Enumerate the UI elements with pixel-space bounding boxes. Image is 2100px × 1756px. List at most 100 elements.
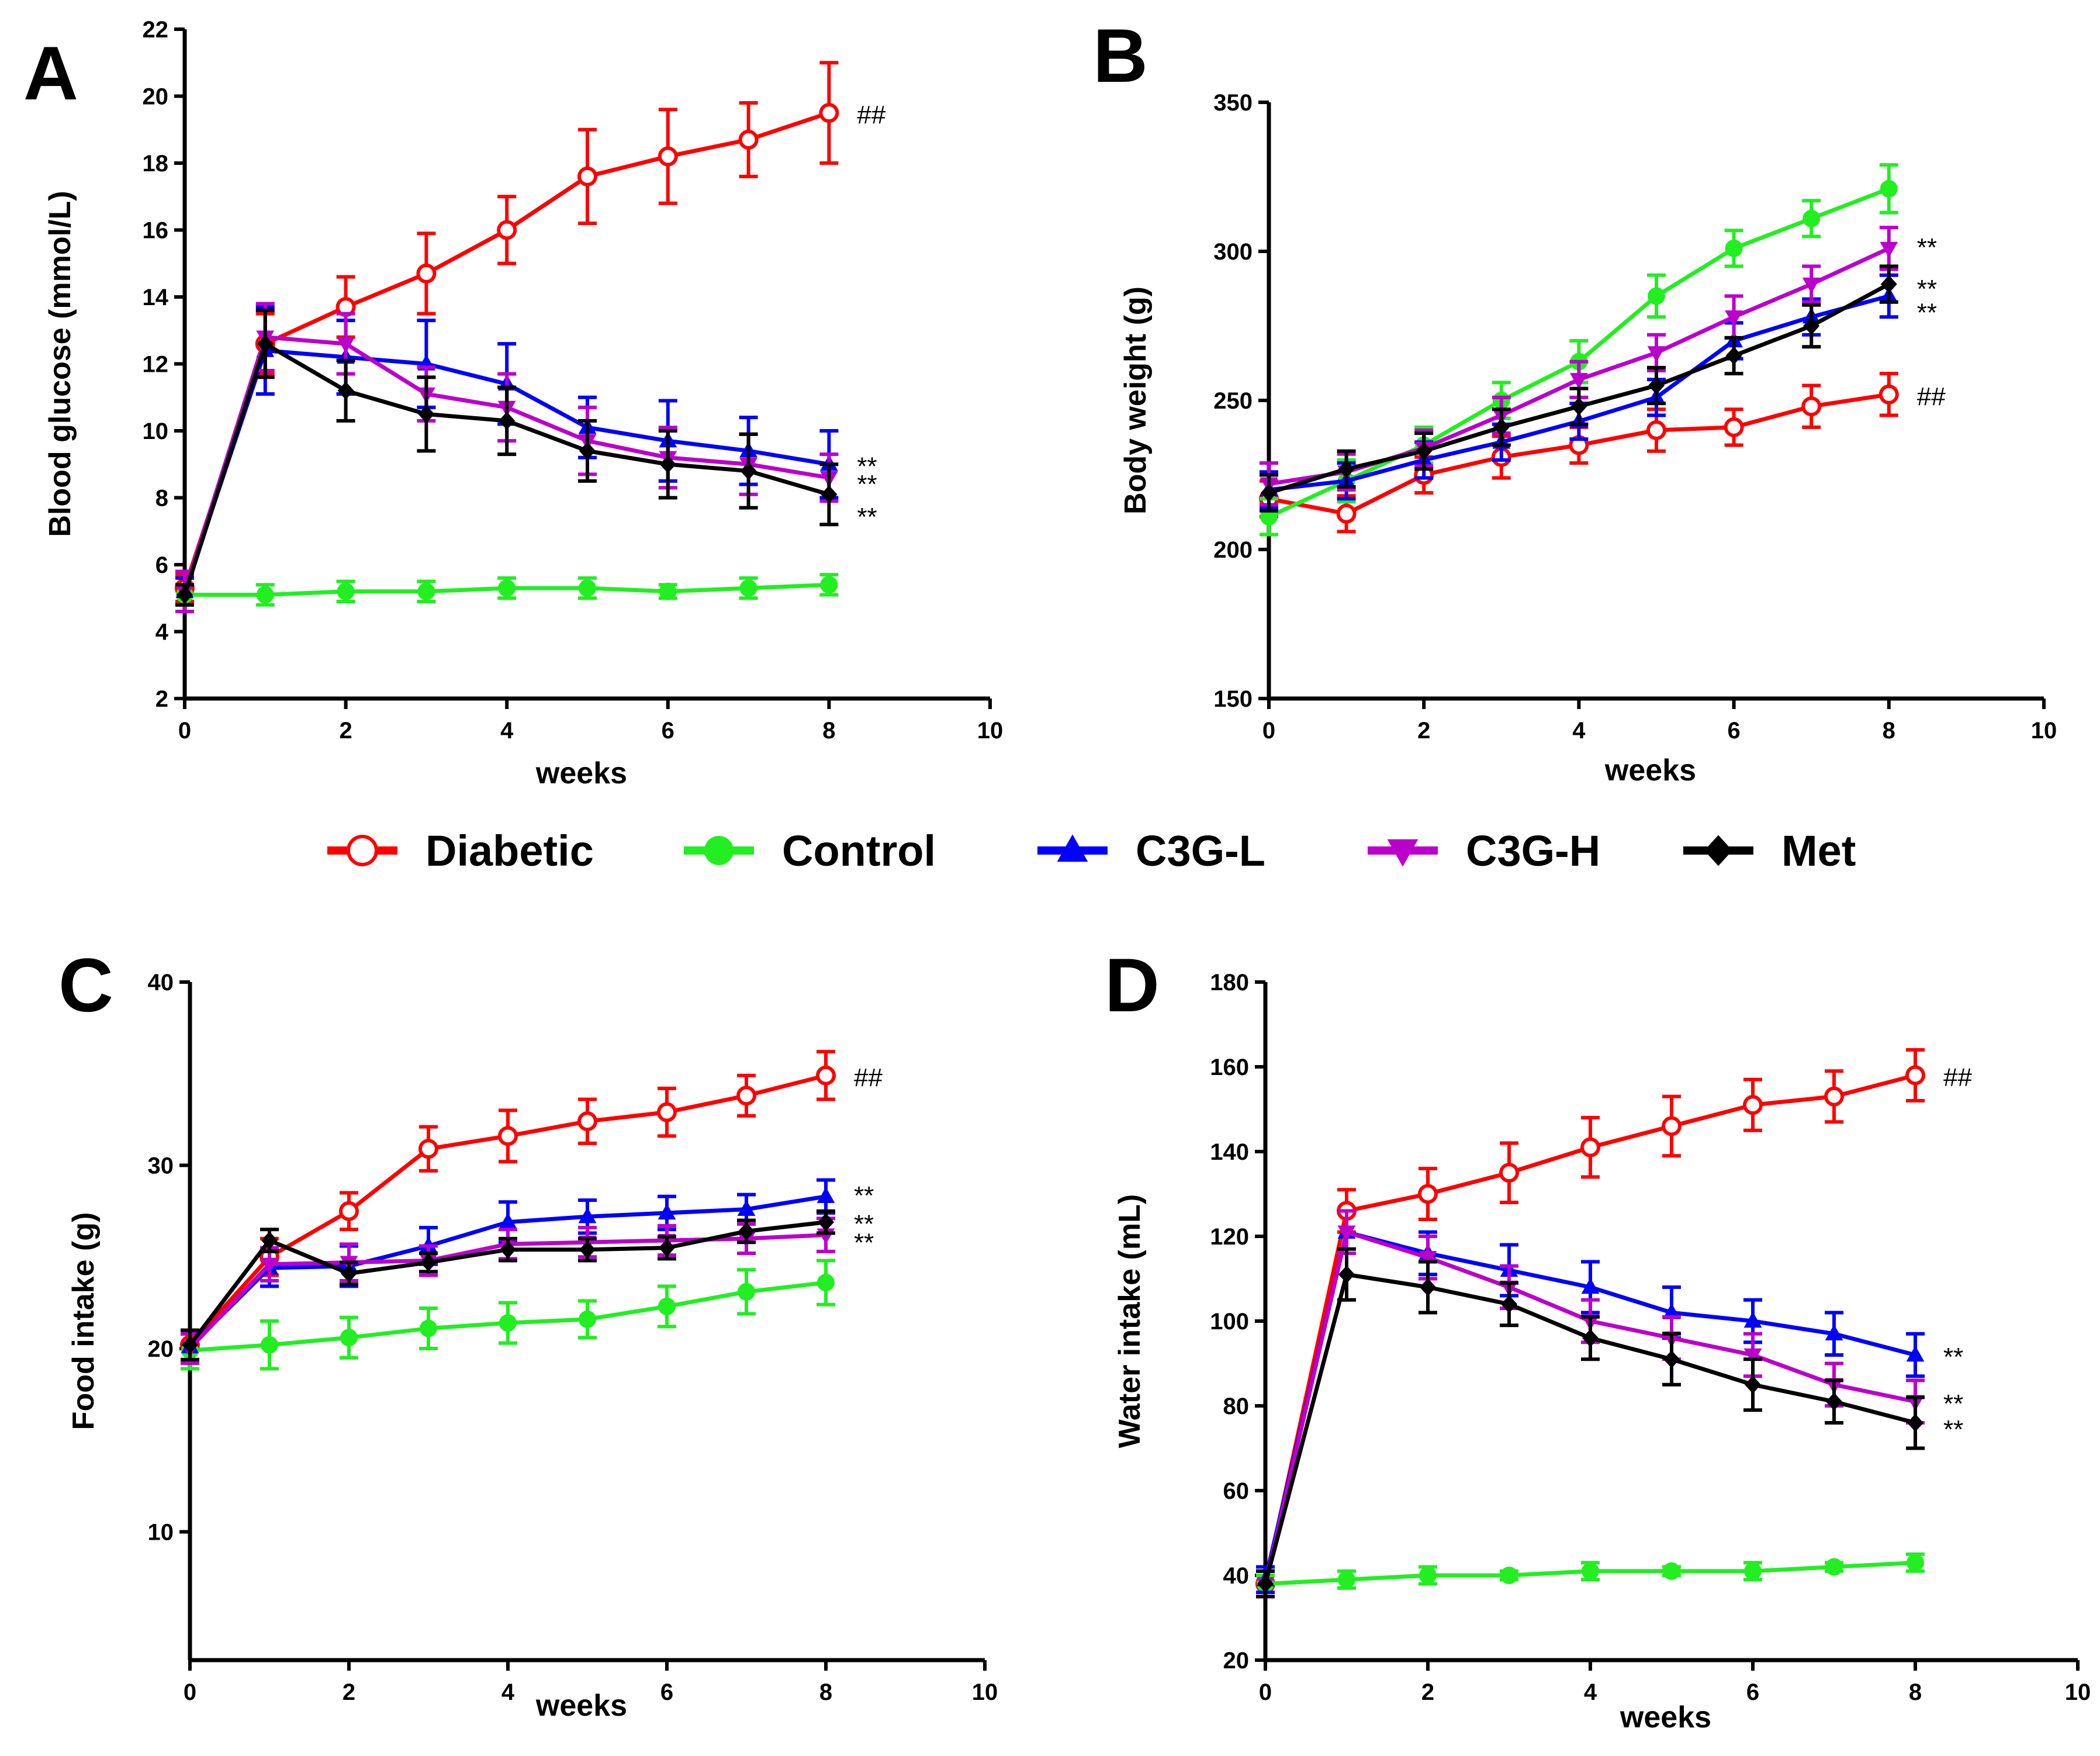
data-point xyxy=(1907,1413,1923,1432)
series-control xyxy=(181,1259,835,1371)
legend-item-c3g-l: C3G-L xyxy=(1037,827,1265,875)
data-point xyxy=(1581,1277,1600,1294)
x-tick-label: 6 xyxy=(1746,1679,1759,1705)
y-tick-label: 10 xyxy=(143,419,169,444)
y-tick-label: 40 xyxy=(148,970,174,995)
data-point xyxy=(1570,397,1587,416)
x-tick-label: 2 xyxy=(1421,1679,1434,1705)
y-tick-label: 16 xyxy=(143,218,169,244)
data-point xyxy=(817,1187,835,1204)
data-point xyxy=(1663,1562,1680,1580)
data-point xyxy=(659,1239,675,1257)
data-point xyxy=(337,582,355,600)
panel-c: C 10 20 30 40 0 2 4 6 8 10 weeks Food intake (g) ## **… xyxy=(58,942,998,1723)
significance-label: ** xyxy=(857,503,877,531)
data-point xyxy=(578,1207,597,1223)
significance-label: ## xyxy=(1917,382,1946,411)
data-point xyxy=(1744,1562,1762,1580)
y-tick-label: 18 xyxy=(143,151,169,177)
data-point xyxy=(1725,347,1742,365)
data-point xyxy=(1825,1324,1843,1340)
data-point xyxy=(659,582,677,600)
data-point xyxy=(1880,275,1897,293)
data-point xyxy=(1338,1265,1355,1284)
data-point xyxy=(1745,1375,1761,1394)
data-point xyxy=(1419,1251,1437,1267)
data-point xyxy=(420,1253,437,1272)
data-point xyxy=(418,405,435,423)
y-axis-title: Water intake (mL) xyxy=(1113,1194,1147,1448)
data-point xyxy=(1743,1095,1763,1115)
series-diabetic xyxy=(175,61,839,603)
x-tick-label: 8 xyxy=(819,1679,832,1705)
data-point xyxy=(416,263,437,284)
x-tick-label: 8 xyxy=(822,718,835,744)
y-tick-label: 100 xyxy=(1210,1309,1249,1335)
data-point xyxy=(1418,1184,1438,1204)
x-tick-label: 10 xyxy=(972,1679,998,1705)
axes: 150 200 250 300 350 0 2 4 6 8 10 xyxy=(1213,90,2057,744)
y-tick-label: 8 xyxy=(155,486,168,511)
series-diabetic xyxy=(1259,372,1899,534)
y-axis-title: Food intake (g) xyxy=(67,1212,101,1430)
legend-item-c3g-h: C3G-H xyxy=(1368,827,1600,875)
significance-label: ** xyxy=(1943,1343,1963,1371)
y-tick-label: 30 xyxy=(148,1153,174,1179)
data-point xyxy=(1338,1571,1355,1589)
data-point xyxy=(1906,1345,1925,1362)
data-point xyxy=(1647,346,1666,362)
data-point xyxy=(500,1240,516,1259)
data-point xyxy=(577,166,597,186)
data-point xyxy=(1646,420,1666,440)
data-point xyxy=(499,1212,517,1229)
y-tick-label: 300 xyxy=(1213,239,1253,265)
y-tick-label: 350 xyxy=(1213,90,1253,116)
data-point xyxy=(337,337,355,354)
data-point xyxy=(819,103,839,123)
x-tick-label: 0 xyxy=(1262,718,1275,744)
y-axis-title: Blood glucose (mmol/L) xyxy=(43,191,77,537)
panel-b: B 150 200 250 300 350 0 2 4 6 8 10 weeks Body weight … xyxy=(1093,13,2057,787)
data-point xyxy=(1724,417,1744,437)
y-tick-label: 200 xyxy=(1213,537,1253,563)
legend-marker xyxy=(1057,834,1088,862)
data-point xyxy=(818,1213,834,1232)
data-point xyxy=(1803,317,1820,335)
data-point xyxy=(341,1264,357,1283)
x-tick-label: 8 xyxy=(1909,1679,1922,1705)
data-point xyxy=(657,1102,677,1122)
panel-letter: D xyxy=(1105,942,1160,1028)
data-point xyxy=(736,1086,756,1106)
data-point xyxy=(820,576,838,594)
data-point xyxy=(1336,503,1357,524)
data-point xyxy=(182,1336,198,1354)
axes: 20 40 60 80 100 120 140 160 180 0 2 4 6 8 10 xyxy=(1210,970,2091,1705)
x-axis-title: weeks xyxy=(1620,1700,1711,1734)
data-point xyxy=(260,1257,279,1274)
x-tick-label: 4 xyxy=(501,1679,515,1705)
x-tick-label: 10 xyxy=(2031,718,2057,744)
data-point xyxy=(579,441,596,460)
data-point xyxy=(1419,1567,1437,1584)
x-axis-title: weeks xyxy=(535,1689,627,1723)
y-tick-label: 20 xyxy=(1223,1648,1250,1674)
data-point xyxy=(1499,1163,1519,1183)
data-point xyxy=(738,129,759,150)
legend-item-control: Control xyxy=(684,827,936,875)
y-tick-label: 20 xyxy=(143,84,169,110)
data-point xyxy=(740,462,757,481)
legend-marker xyxy=(1704,835,1732,866)
data-point xyxy=(1826,1392,1842,1411)
data-point xyxy=(1880,179,1898,198)
data-point xyxy=(1500,1567,1518,1584)
significance-label: ** xyxy=(854,1210,874,1239)
data-point xyxy=(1824,1086,1844,1107)
series-met xyxy=(181,1209,835,1361)
legend-item-diabetic: Diabetic xyxy=(327,827,594,875)
legend-label: Control xyxy=(782,827,936,875)
data-point xyxy=(1905,1065,1925,1086)
data-point xyxy=(340,1329,358,1347)
